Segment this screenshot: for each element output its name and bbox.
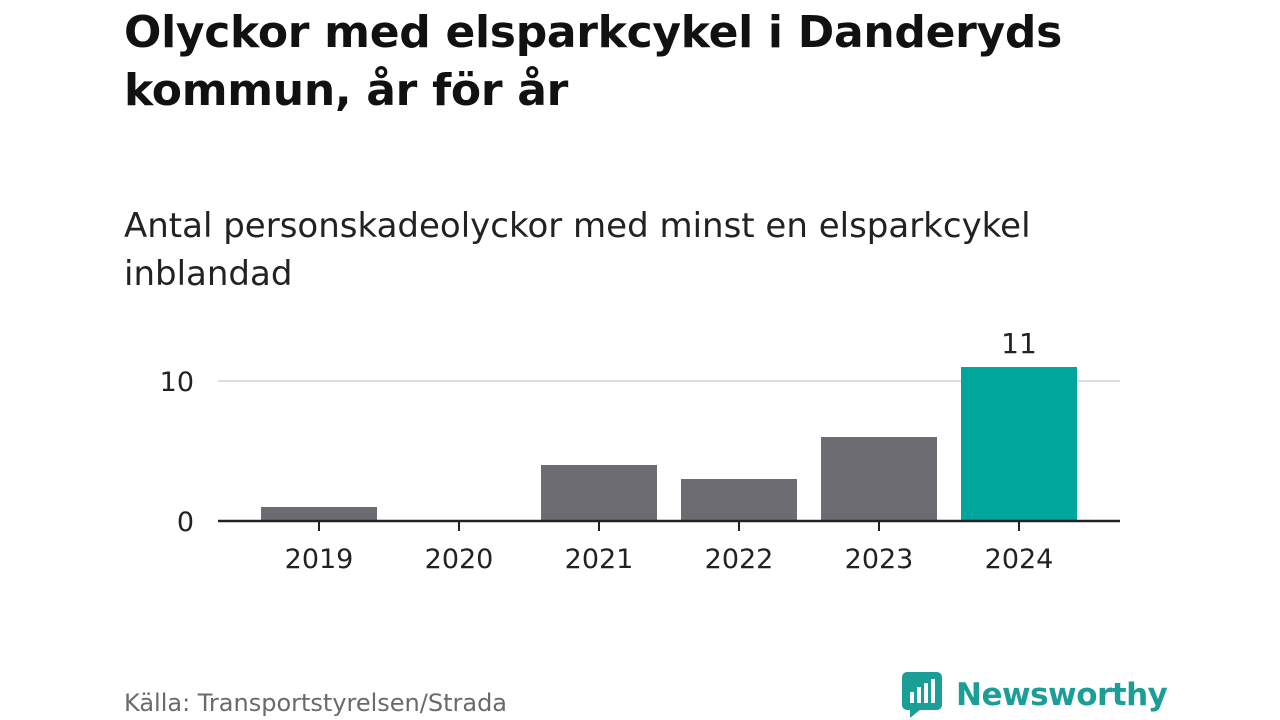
bar-2023 (821, 437, 937, 521)
bar-2024 (961, 367, 1077, 521)
x-tick-label: 2024 (985, 544, 1054, 575)
source-note: Källa: Transportstyrelsen/Strada (124, 689, 508, 717)
y-tick-label: 10 (160, 367, 194, 398)
data-label: 11 (1001, 327, 1037, 360)
x-tick-label: 2021 (565, 544, 634, 575)
chart-title: Olyckor med elsparkcykel i Danderyds kom… (124, 7, 1062, 116)
x-tick-label: 2019 (285, 544, 354, 575)
newsworthy-logo-icon (902, 672, 942, 718)
x-tick-label: 2023 (845, 544, 914, 575)
chart-subtitle: Antal personskadeolyckor med minst en el… (124, 206, 1031, 294)
brand-name: Newsworthy (956, 677, 1168, 713)
bar-2022 (681, 479, 797, 521)
y-tick-label: 0 (177, 507, 194, 538)
brand-logo: Newsworthy (902, 670, 1168, 720)
x-tick-label: 2020 (425, 544, 494, 575)
bar-2021 (541, 465, 657, 521)
bar-2019 (261, 507, 377, 521)
x-tick-label: 2022 (705, 544, 774, 575)
